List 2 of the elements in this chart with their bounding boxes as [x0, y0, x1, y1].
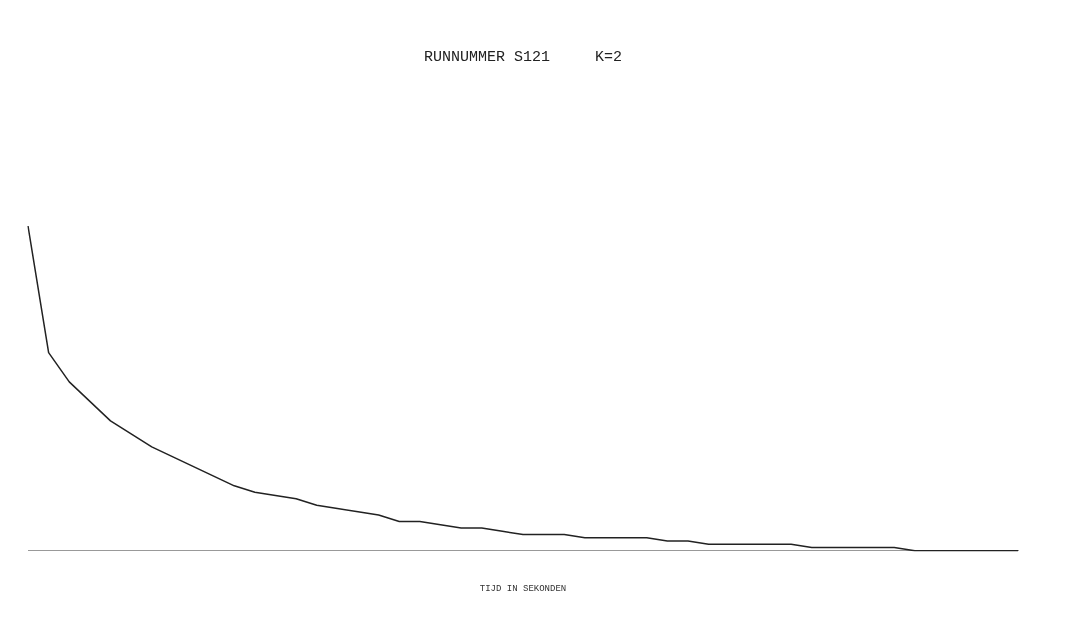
- chart-title: RUNNUMMER S121 K=2: [423, 48, 623, 66]
- x-axis-title: TIJD IN SEKONDEN: [479, 583, 567, 594]
